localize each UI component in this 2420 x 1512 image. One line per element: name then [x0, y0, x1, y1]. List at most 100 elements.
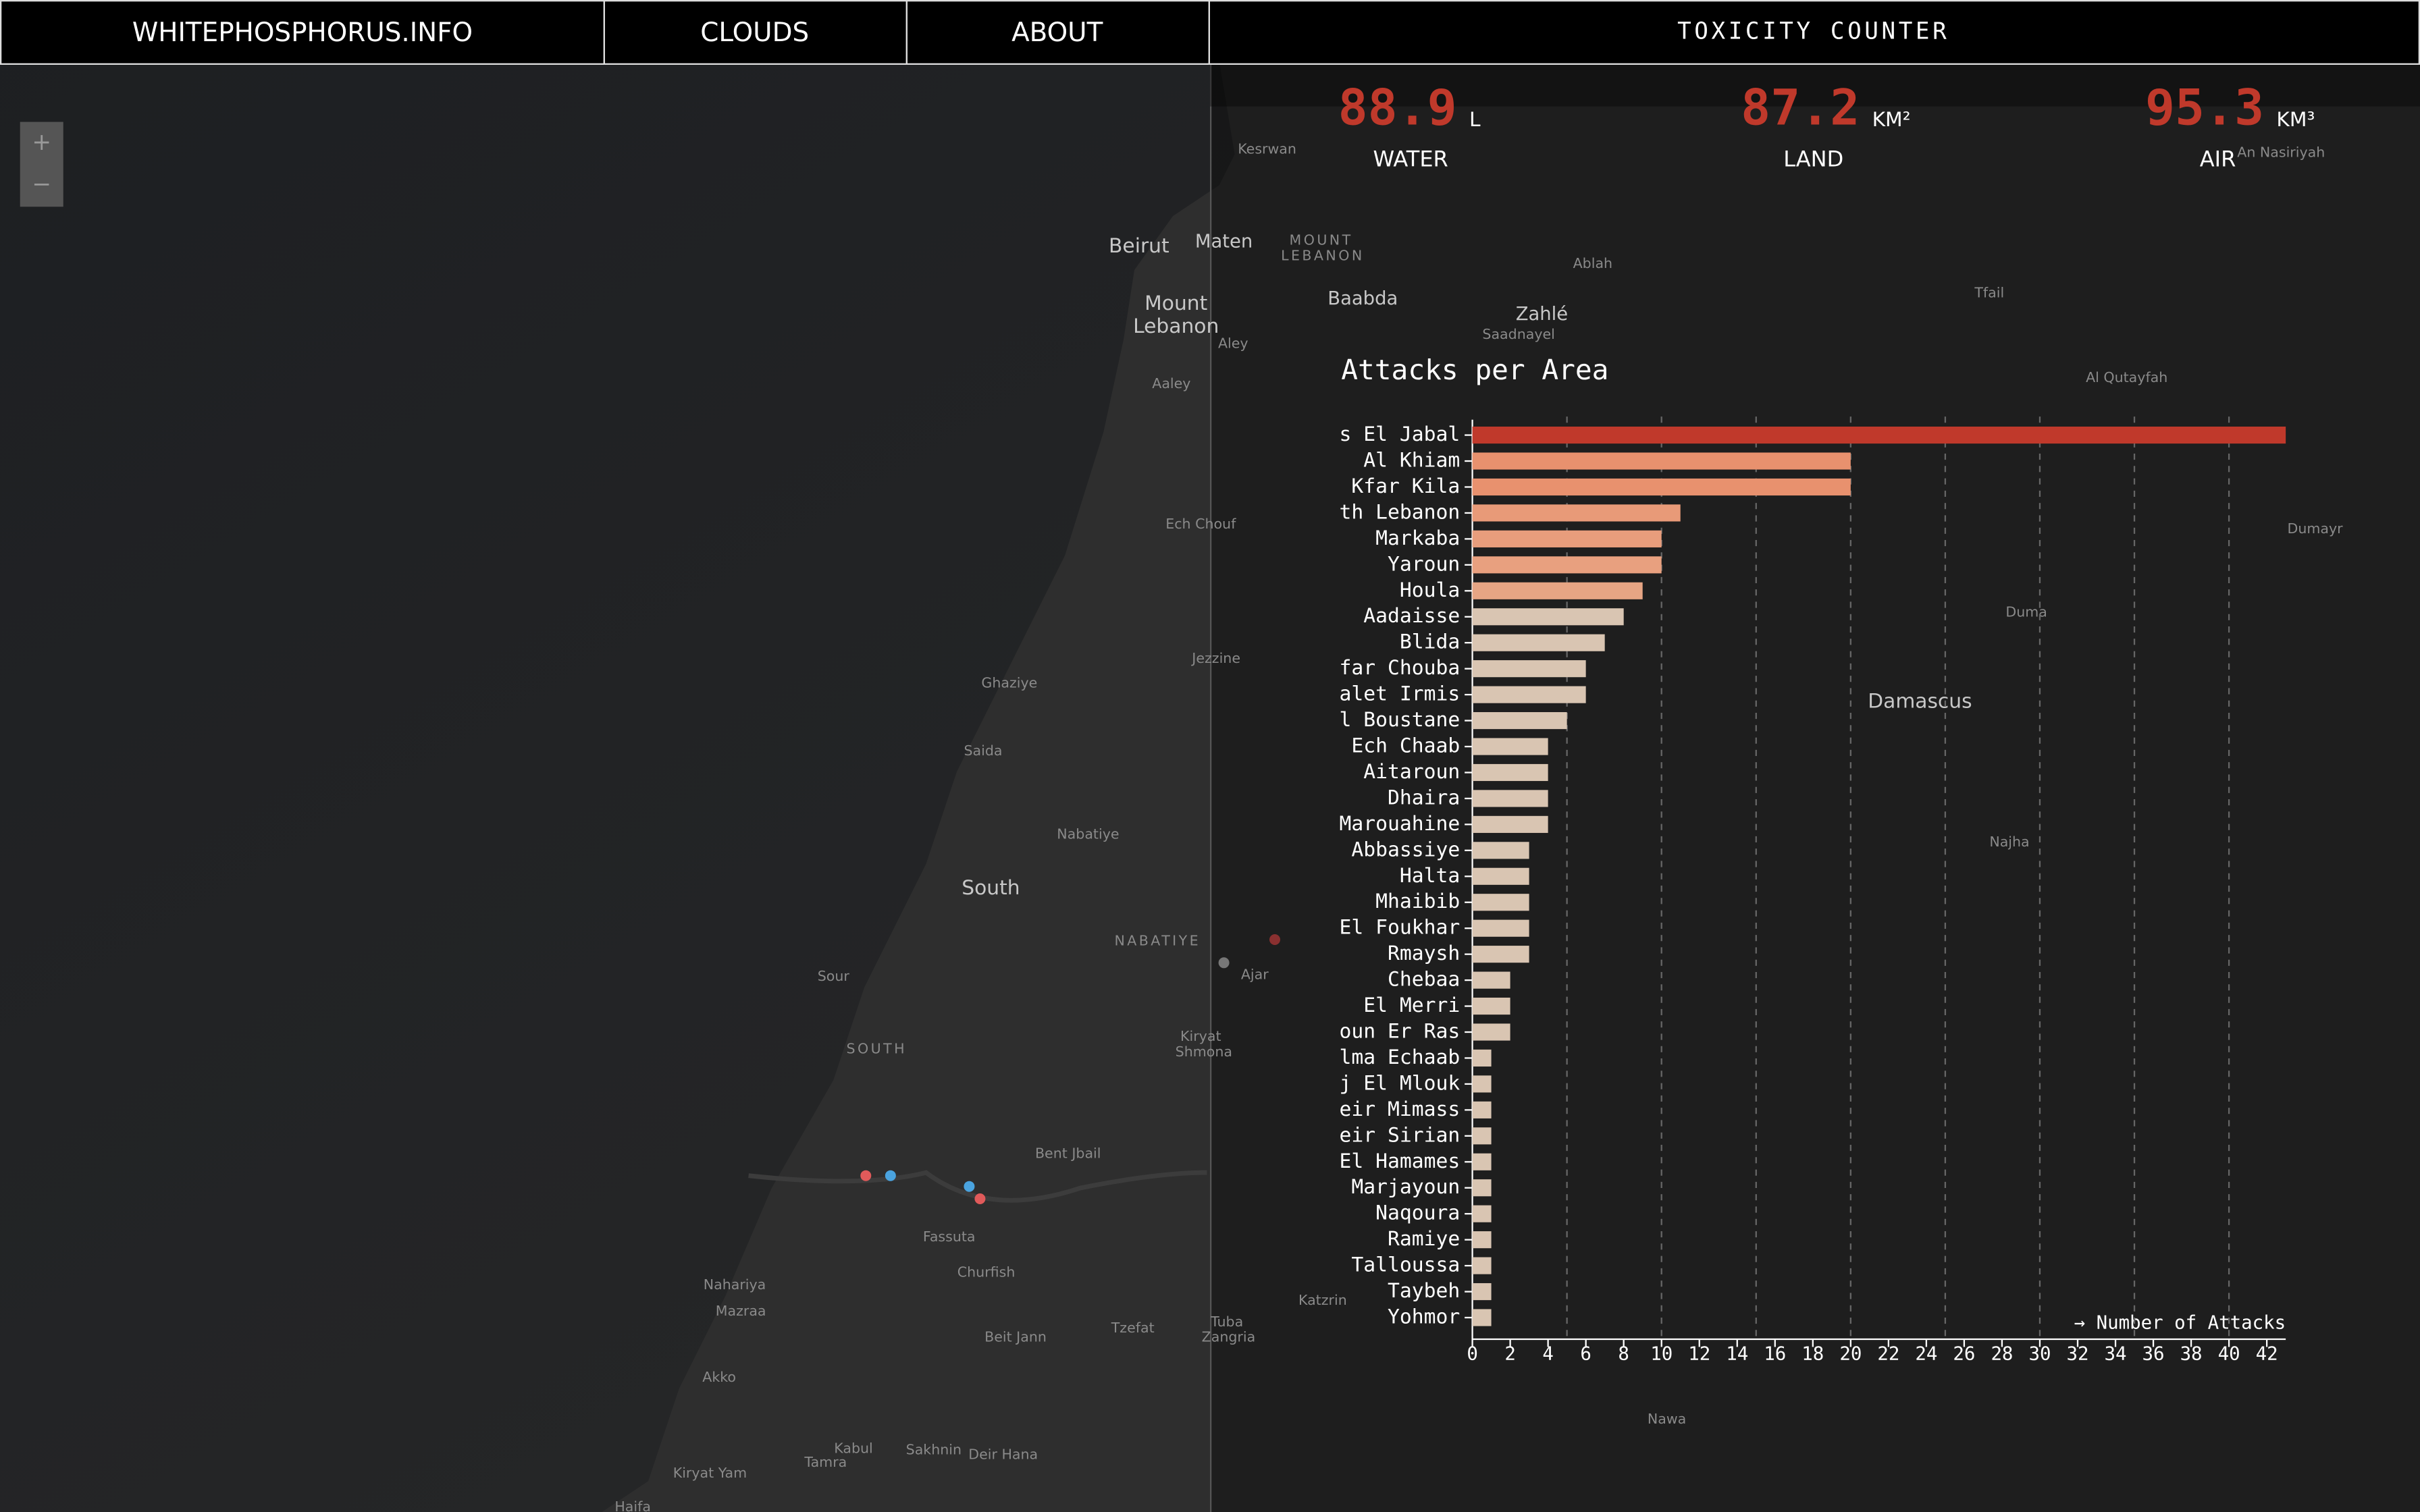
map-label: Mount: [1145, 292, 1207, 315]
y-tick-label: Rmaysh: [1388, 942, 1460, 965]
bar: [1472, 763, 1548, 782]
map-label: SOUTH: [847, 1040, 907, 1056]
y-tick-label: Talloussa: [1351, 1253, 1460, 1277]
map-label: Jezzine: [1190, 650, 1240, 666]
nav-link[interactable]: ABOUT: [1011, 18, 1103, 48]
map-label: Nahariya: [704, 1276, 766, 1293]
bar: [1472, 971, 1510, 989]
x-tick-label: 26: [1953, 1343, 1975, 1364]
dot[interactable]: [885, 1170, 896, 1181]
y-tick-label: Blida: [1400, 630, 1460, 654]
dot[interactable]: [860, 1170, 872, 1181]
x-tick-label: 32: [2066, 1343, 2088, 1364]
zoom-control: [20, 122, 63, 207]
y-tick-label: Dhaira: [1388, 786, 1460, 809]
y-tick-label: Markaba: [1375, 526, 1460, 550]
map-label: Sour: [818, 968, 850, 984]
map-label: Najha: [1989, 834, 2029, 850]
y-tick-label: Ramiye: [1388, 1227, 1460, 1251]
x-tick-label: 16: [1764, 1343, 1786, 1364]
x-tick-label: 36: [2142, 1343, 2165, 1364]
y-tick-label: El Foukhar: [1339, 916, 1460, 940]
x-tick-label: 42: [2256, 1343, 2278, 1364]
nav-link[interactable]: CLOUDS: [700, 18, 809, 48]
map-label: Tuba: [1210, 1314, 1243, 1330]
map-label: MOUNT: [1290, 232, 1353, 248]
zoom-in[interactable]: +: [32, 129, 51, 156]
map-label: Saadnayel: [1482, 326, 1554, 342]
dot[interactable]: [1269, 934, 1280, 945]
y-tick-label: Yohmor: [1388, 1305, 1460, 1329]
map-label: Haifa: [614, 1498, 651, 1512]
x-tick-label: 30: [2028, 1343, 2051, 1364]
map-label: Beirut: [1109, 234, 1169, 258]
y-tick-label: El Merri: [1363, 994, 1460, 1017]
map-label: Mazraa: [716, 1303, 766, 1319]
dot[interactable]: [964, 1181, 975, 1192]
y-tick-label: Naqoura: [1375, 1202, 1460, 1225]
bar: [1472, 686, 1586, 703]
counter-title: TOXICITY COUNTER: [1677, 18, 1949, 45]
bar: [1472, 1101, 1492, 1118]
y-tick-label: Kfar Kila: [1351, 475, 1460, 498]
map-label: Katzrin: [1298, 1292, 1347, 1308]
bar: [1472, 919, 1529, 937]
map-label: Al Qutayfah: [2086, 369, 2167, 385]
y-tick-label: Talet Irmis: [1327, 682, 1461, 706]
x-tick-label: 14: [1726, 1343, 1748, 1364]
x-tick-label: 2: [1504, 1343, 1516, 1364]
y-tick-label: roun Er Ras: [1327, 1020, 1461, 1044]
bar: [1472, 842, 1529, 859]
bar: [1472, 867, 1529, 885]
bar: [1472, 452, 1851, 470]
y-tick-label: Alma Echaab: [1327, 1046, 1461, 1069]
map-label: Damascus: [1868, 689, 1972, 713]
bar: [1472, 1153, 1492, 1170]
map-label: Ajar: [1241, 967, 1269, 983]
y-tick-label: Taybeh: [1388, 1279, 1460, 1303]
bar: [1472, 1023, 1510, 1041]
bar: [1472, 504, 1681, 522]
y-tick-label: Marjayoun: [1351, 1175, 1460, 1199]
counter-label: WATER: [1373, 146, 1448, 172]
y-tick-label: Kfar Chouba: [1327, 656, 1461, 680]
counter-label: LAND: [1783, 146, 1843, 172]
bar: [1472, 1049, 1492, 1067]
bar: [1472, 1179, 1492, 1197]
x-tick-label: 10: [1650, 1343, 1673, 1364]
map-label: Nawa: [1648, 1411, 1686, 1427]
brand-link[interactable]: WHITEPHOSPHORUS.INFO: [132, 18, 473, 48]
bar: [1472, 478, 1851, 496]
bar: [1472, 894, 1529, 911]
dot[interactable]: [974, 1193, 986, 1204]
map-label: Tzefat: [1111, 1320, 1155, 1336]
zoom-out[interactable]: −: [32, 171, 51, 198]
map-label: Beit Jann: [984, 1329, 1047, 1345]
counter-value: 87.2: [1741, 80, 1860, 137]
x-tick-label: 22: [1877, 1343, 1899, 1364]
bar: [1472, 1127, 1492, 1145]
y-tick-label: Deir Mimass: [1327, 1098, 1461, 1121]
map-label: Duma: [2005, 603, 2047, 620]
bar: [1472, 1282, 1492, 1301]
panel-overlay: [1210, 61, 2420, 1512]
bar: [1472, 997, 1510, 1015]
x-tick-label: 28: [1991, 1343, 2013, 1364]
y-tick-label: Yaroun: [1388, 552, 1460, 576]
bar: [1472, 711, 1567, 730]
map-label: Deir Hana: [968, 1446, 1038, 1462]
dot[interactable]: [1218, 957, 1230, 969]
x-tick-label: 38: [2180, 1343, 2203, 1364]
x-tick-label: 40: [2218, 1343, 2240, 1364]
map-label: Tamra: [804, 1454, 847, 1470]
bar: [1472, 1257, 1492, 1274]
map-label: South: [962, 876, 1020, 900]
map-label: Sakhnin: [906, 1442, 962, 1458]
bar: [1472, 660, 1586, 678]
x-tick-label: 8: [1618, 1343, 1629, 1364]
bar: [1472, 738, 1548, 755]
counter-value: 88.9: [1338, 80, 1457, 137]
